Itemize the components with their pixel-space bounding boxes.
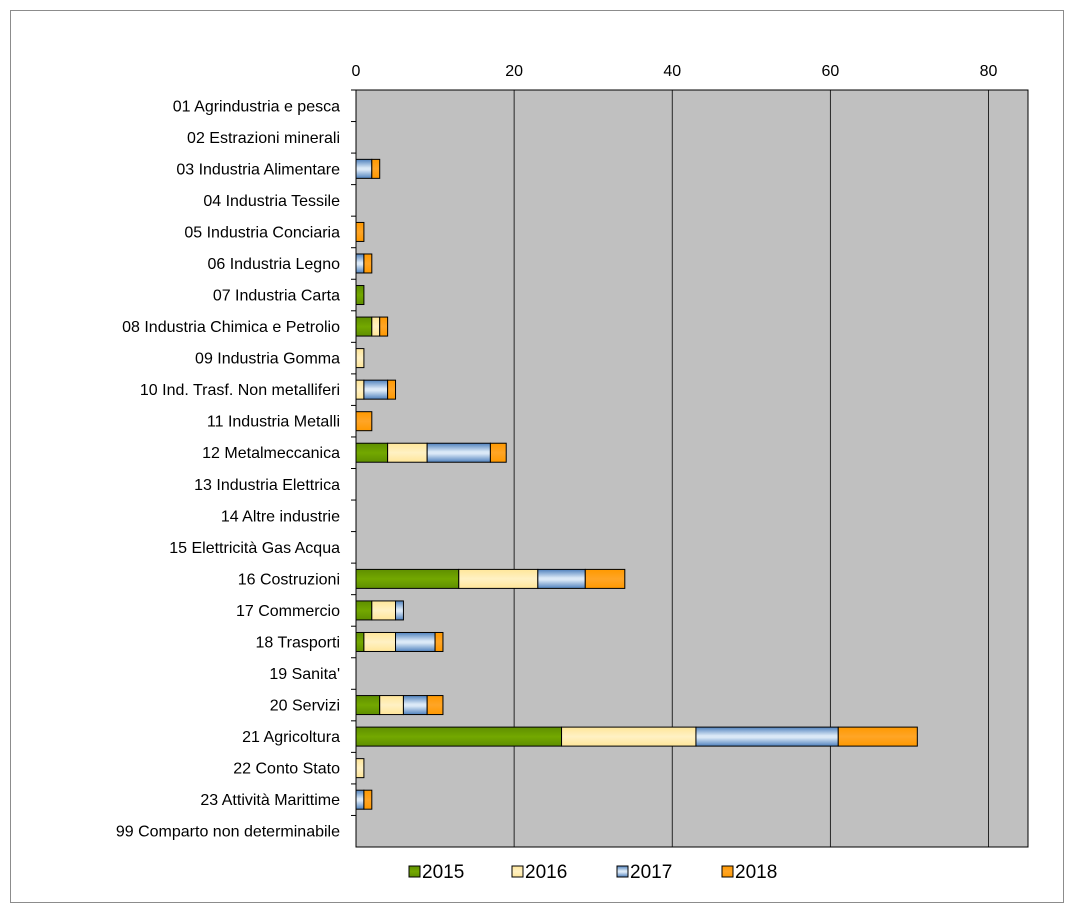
y-category-label: 06 Industria Legno bbox=[207, 256, 340, 273]
legend: 2015 2016 2017 2018 bbox=[408, 862, 777, 883]
y-category-label: 08 Industria Chimica e Petrolio bbox=[122, 319, 340, 336]
y-category-label: 23 Attività Marittime bbox=[200, 792, 340, 809]
y-category-label: 20 Servizi bbox=[270, 698, 340, 715]
y-category-label: 02 Estrazioni minerali bbox=[187, 130, 340, 147]
y-category-label: 10 Ind. Trasf. Non metalliferi bbox=[140, 382, 340, 399]
plot-area bbox=[355, 89, 1029, 848]
y-category-label: 11 Industria Metalli bbox=[207, 414, 340, 431]
x-tick-label: 40 bbox=[663, 63, 681, 80]
y-category-label: 19 Sanita' bbox=[269, 666, 340, 683]
bar-2018 bbox=[355, 221, 365, 242]
y-category-label: 99 Comparto non determinabile bbox=[116, 824, 340, 841]
x-axis-ticks: 0 20 40 60 80 bbox=[352, 63, 998, 80]
bar-2016 bbox=[363, 631, 397, 652]
bars-group bbox=[355, 158, 918, 810]
y-category-label: 18 Trasporti bbox=[256, 634, 340, 651]
y-category-label: 13 Industria Elettrica bbox=[194, 477, 340, 494]
bar-2018 bbox=[355, 411, 373, 432]
legend-label-2015: 2015 bbox=[422, 862, 464, 883]
legend-swatch-2015 bbox=[408, 865, 421, 878]
bar-2018 bbox=[584, 568, 626, 589]
bar-2015 bbox=[355, 442, 389, 463]
bar-2016 bbox=[387, 442, 428, 463]
y-axis-labels: 01 Agrindustria e pesca 02 Estrazioni min… bbox=[116, 89, 356, 841]
y-category-label: 05 Industria Conciaria bbox=[184, 224, 340, 241]
bar-2016 bbox=[371, 316, 381, 337]
bar-2017 bbox=[537, 568, 586, 589]
legend-swatch-2018 bbox=[721, 865, 734, 878]
bar-2017 bbox=[355, 158, 373, 179]
y-category-label: 16 Costruzioni bbox=[238, 571, 340, 588]
legend-label-2016: 2016 bbox=[525, 862, 567, 883]
x-tick-label: 0 bbox=[352, 63, 361, 80]
y-category-label: 17 Commercio bbox=[236, 603, 340, 620]
bar-2016 bbox=[561, 726, 697, 747]
bar-2018 bbox=[387, 379, 397, 400]
y-category-label: 07 Industria Carta bbox=[213, 288, 340, 305]
bar-2016 bbox=[458, 568, 539, 589]
bar-2015 bbox=[355, 695, 381, 716]
y-category-label: 21 Agricoltura bbox=[242, 729, 340, 746]
bar-2018 bbox=[426, 695, 444, 716]
bar-2017 bbox=[426, 442, 491, 463]
bar-2018 bbox=[363, 789, 373, 810]
bar-2018 bbox=[379, 316, 389, 337]
legend-swatch-2017 bbox=[616, 865, 629, 878]
bar-2016 bbox=[355, 348, 365, 369]
bar-2015 bbox=[355, 631, 365, 652]
y-category-label: 15 Elettricità Gas Acqua bbox=[169, 540, 340, 557]
bar-2018 bbox=[371, 158, 381, 179]
legend-label-2018: 2018 bbox=[735, 862, 777, 883]
y-category-label: 03 Industria Alimentare bbox=[176, 161, 340, 178]
bar-2017 bbox=[395, 600, 404, 621]
bar-2017 bbox=[395, 631, 436, 652]
legend-label-2017: 2017 bbox=[630, 862, 672, 883]
bar-2017 bbox=[402, 695, 428, 716]
bar-2016 bbox=[379, 695, 404, 716]
bar-2015 bbox=[355, 600, 373, 621]
bar-2018 bbox=[489, 442, 507, 463]
y-category-label: 22 Conto Stato bbox=[233, 761, 340, 778]
x-tick-label: 60 bbox=[821, 63, 839, 80]
y-category-label: 09 Industria Gomma bbox=[195, 351, 340, 368]
bar-2016 bbox=[371, 600, 397, 621]
x-tick-label: 80 bbox=[980, 63, 998, 80]
bar-2015 bbox=[355, 726, 563, 747]
legend-swatch-2016 bbox=[511, 865, 524, 878]
bar-2015 bbox=[355, 568, 460, 589]
bar-2016 bbox=[355, 758, 365, 779]
y-category-label: 12 Metalmeccanica bbox=[202, 445, 340, 462]
bar-2018 bbox=[837, 726, 918, 747]
bar-2018 bbox=[363, 253, 373, 274]
x-tick-label: 20 bbox=[505, 63, 523, 80]
bar-2017 bbox=[695, 726, 839, 747]
bar-2017 bbox=[355, 253, 365, 274]
bar-2017 bbox=[363, 379, 389, 400]
bar-2015 bbox=[355, 316, 373, 337]
bar-2015 bbox=[355, 285, 365, 306]
y-category-label: 04 Industria Tessile bbox=[203, 193, 340, 210]
y-category-label: 14 Altre industrie bbox=[221, 508, 340, 525]
bar-2018 bbox=[434, 631, 444, 652]
y-category-label: 01 Agrindustria e pesca bbox=[173, 98, 340, 115]
bar-2016 bbox=[355, 379, 365, 400]
bar-2017 bbox=[355, 789, 365, 810]
